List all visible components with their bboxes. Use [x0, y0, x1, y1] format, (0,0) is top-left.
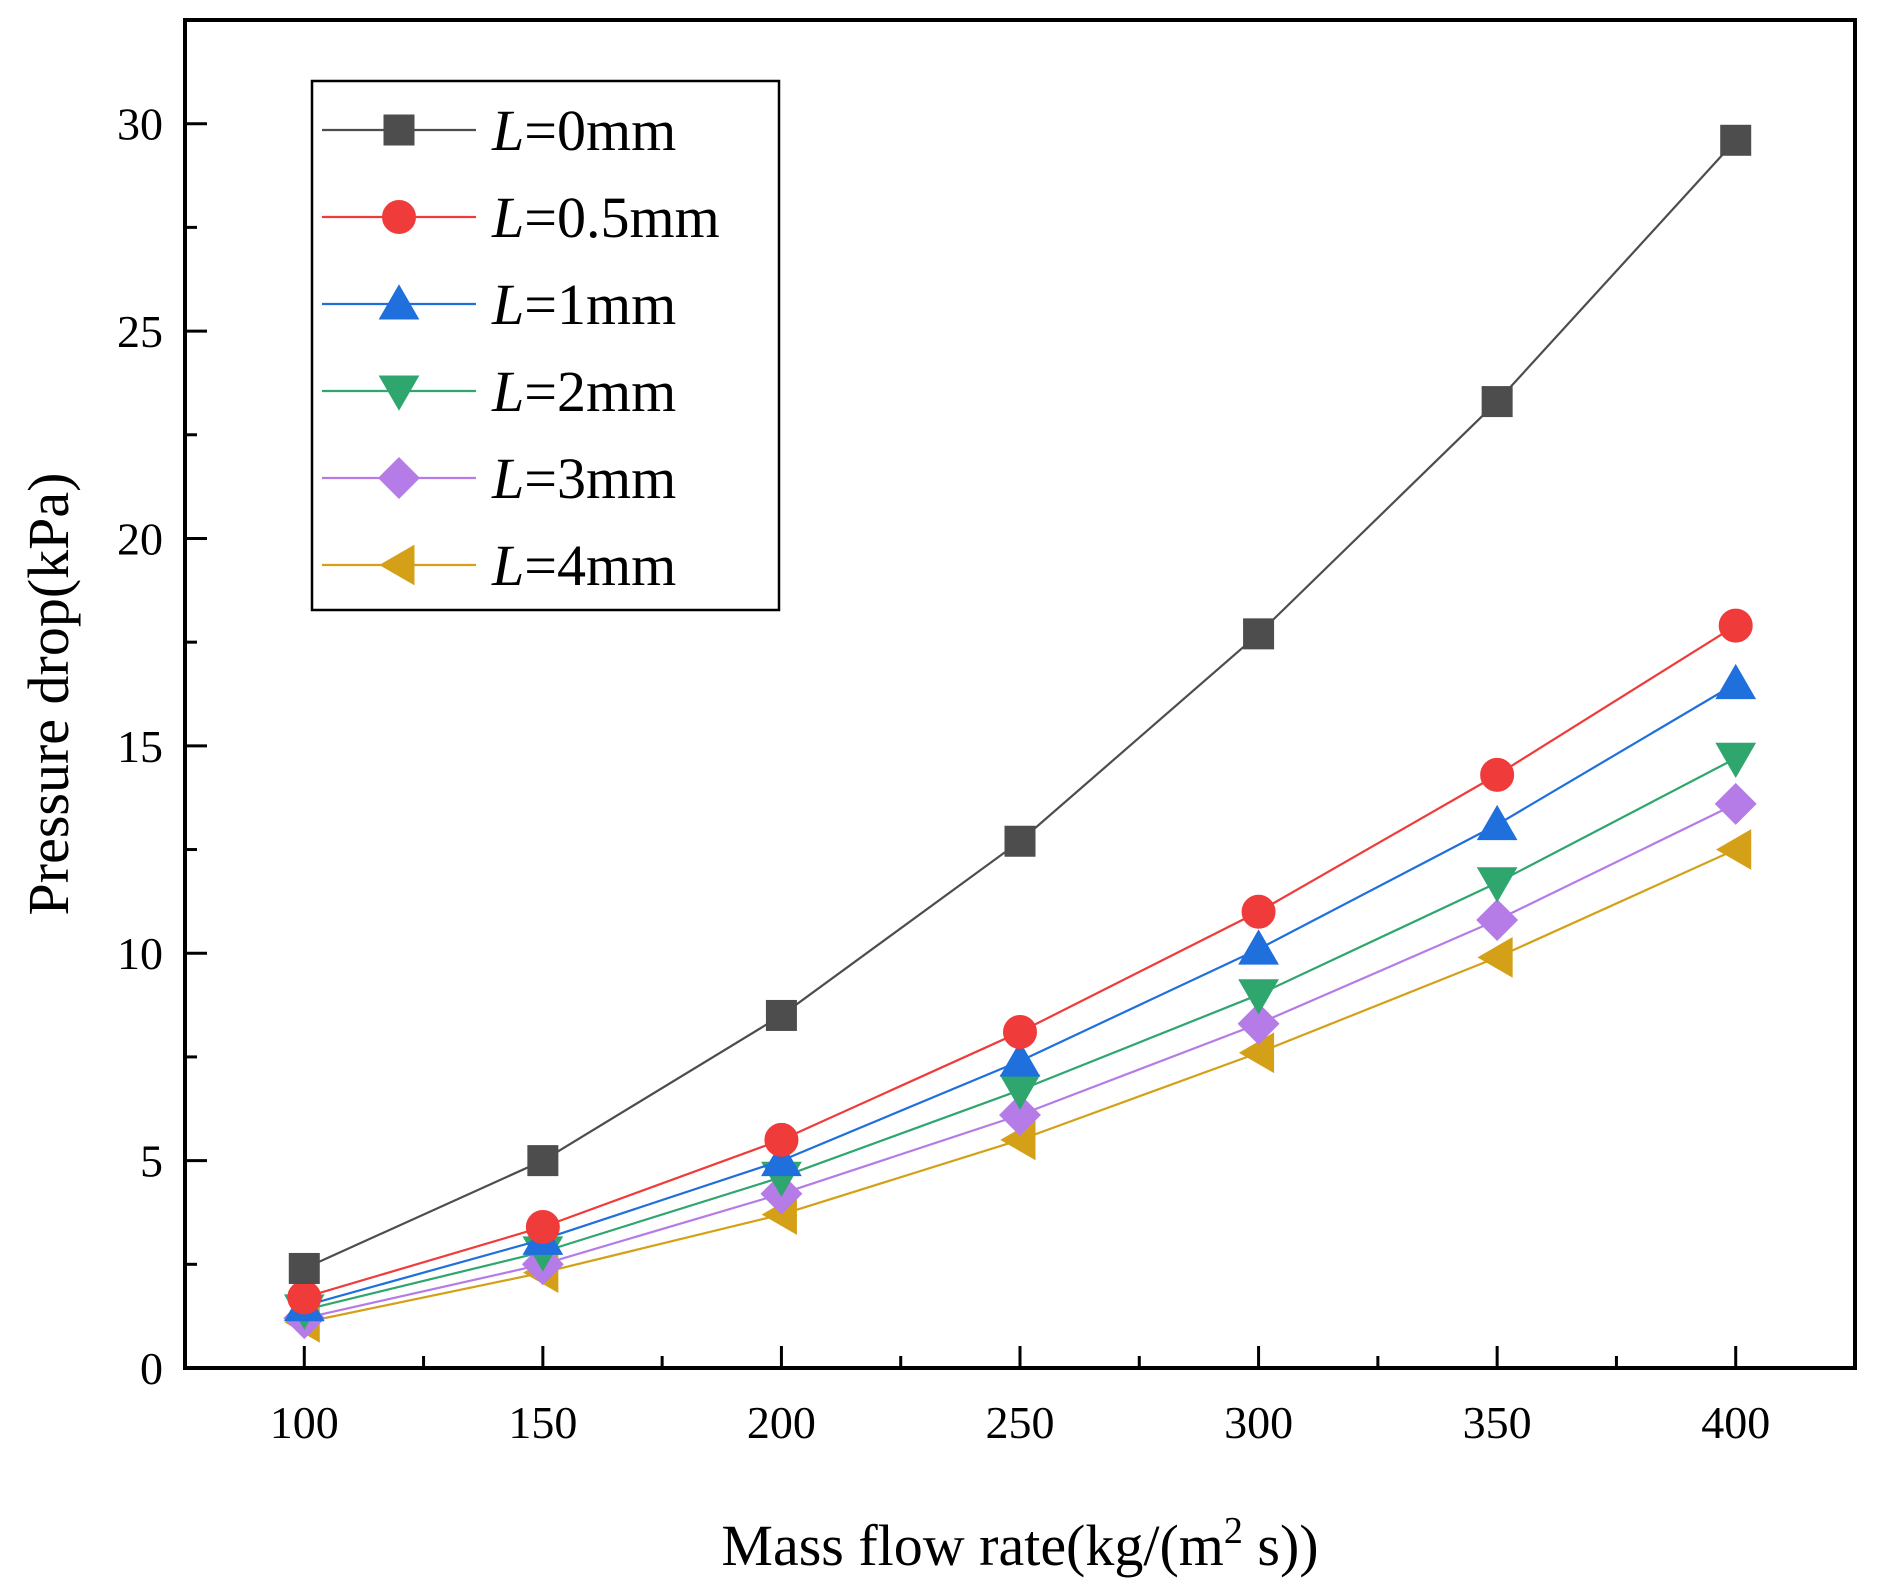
- x-axis-title-tail: s)): [1243, 1513, 1319, 1578]
- data-point: [1237, 1002, 1280, 1045]
- legend-marker: [378, 284, 420, 320]
- data-point: [1714, 782, 1757, 825]
- legend-item: L=0.5mm: [322, 185, 720, 250]
- legend-item: L=1mm: [322, 272, 676, 337]
- y-tick-label: 0: [140, 1343, 163, 1394]
- data-point: [761, 1140, 802, 1177]
- data-point: [1480, 757, 1515, 792]
- legend-label-value: =2mm: [524, 359, 676, 424]
- legend-label: L=0mm: [491, 98, 676, 163]
- series-l-1mm: [283, 663, 1757, 1322]
- data-point: [1476, 804, 1518, 841]
- data-point: [1715, 663, 1757, 700]
- legend-item: L=2mm: [322, 359, 676, 424]
- legend-label-value: =3mm: [524, 446, 676, 511]
- data-point: [1004, 825, 1036, 857]
- data-point: [1477, 937, 1513, 978]
- legend-marker: [382, 200, 416, 234]
- data-point: [1476, 867, 1518, 903]
- series-l-0mm: [288, 124, 1752, 1284]
- legend-label: L=2mm: [491, 359, 676, 424]
- data-point: [1720, 124, 1752, 156]
- data-point: [527, 1145, 559, 1177]
- y-tick-label: 25: [117, 306, 163, 357]
- legend-label-value: =0.5mm: [524, 185, 719, 250]
- data-point: [1238, 929, 1279, 965]
- series-line: [303, 624, 1737, 1299]
- data-point: [1715, 742, 1757, 779]
- legend-item: L=3mm: [322, 446, 676, 511]
- x-axis-title-main: Mass flow rate(kg/(m: [721, 1513, 1224, 1578]
- x-tick-label: 150: [508, 1397, 577, 1448]
- x-tick-label: 300: [1224, 1397, 1293, 1448]
- legend-label: L=1mm: [491, 272, 676, 337]
- data-point: [999, 1041, 1041, 1077]
- legend-label-value: =0mm: [524, 98, 676, 163]
- legend-marker: [378, 375, 420, 411]
- data-point: [764, 1122, 799, 1157]
- data-point: [1003, 1015, 1037, 1050]
- data-point: [287, 1280, 322, 1315]
- legend-label: L=0.5mm: [491, 185, 720, 250]
- x-axis-title: Mass flow rate(kg/(m2 s)): [721, 1510, 1318, 1578]
- legend-label-variable: L: [491, 533, 524, 598]
- y-tick-label: 30: [117, 99, 163, 150]
- legend-label-variable: L: [491, 359, 524, 424]
- axis-ticks: 100 150 200 250 300 350 400 0 5 10 15 20 25 30: [117, 99, 1770, 1448]
- legend-label-variable: L: [491, 98, 524, 163]
- data-point: [288, 1252, 320, 1284]
- data-point: [1238, 1032, 1275, 1074]
- legend-marker: [378, 457, 420, 499]
- x-tick-label: 400: [1701, 1397, 1770, 1448]
- x-tick-label: 250: [986, 1397, 1055, 1448]
- data-point: [999, 1074, 1041, 1110]
- data-point: [1715, 829, 1752, 870]
- legend-marker: [379, 544, 415, 586]
- y-axis-title: Pressure drop(kPa): [16, 473, 81, 916]
- data-point: [1241, 894, 1276, 929]
- y-tick-label: 10: [117, 928, 163, 979]
- data-point: [1243, 618, 1275, 650]
- legend-box: [310, 79, 781, 612]
- series-group: [283, 124, 1757, 1343]
- legend-marker: [383, 114, 415, 146]
- plot-frame: [183, 18, 1857, 1370]
- legend-label: L=4mm: [491, 533, 676, 598]
- x-axis-title-sup: 2: [1224, 1510, 1243, 1552]
- data-point: [1476, 899, 1519, 942]
- data-point: [1481, 386, 1513, 418]
- series-line: [303, 682, 1737, 1307]
- data-point: [765, 999, 797, 1031]
- data-point: [1238, 979, 1279, 1015]
- data-point: [525, 1209, 560, 1244]
- legend-item: L=0mm: [322, 98, 676, 163]
- legend-label-variable: L: [491, 272, 524, 337]
- data-point: [999, 1094, 1041, 1136]
- legend-item: L=4mm: [322, 533, 676, 598]
- y-tick-label: 20: [117, 513, 163, 564]
- data-point: [1718, 608, 1753, 643]
- x-tick-label: 100: [270, 1397, 339, 1448]
- y-tick-label: 15: [117, 721, 163, 772]
- legend-label-value: =1mm: [524, 272, 676, 337]
- legend-label-variable: L: [491, 185, 524, 250]
- legend-label-value: =4mm: [524, 533, 676, 598]
- x-tick-label: 350: [1463, 1397, 1532, 1448]
- y-tick-label: 5: [140, 1136, 163, 1187]
- legend-label-variable: L: [491, 446, 524, 511]
- series-l-0-5mm: [287, 608, 1753, 1315]
- legend-label: L=3mm: [491, 446, 676, 511]
- x-tick-label: 200: [747, 1397, 816, 1448]
